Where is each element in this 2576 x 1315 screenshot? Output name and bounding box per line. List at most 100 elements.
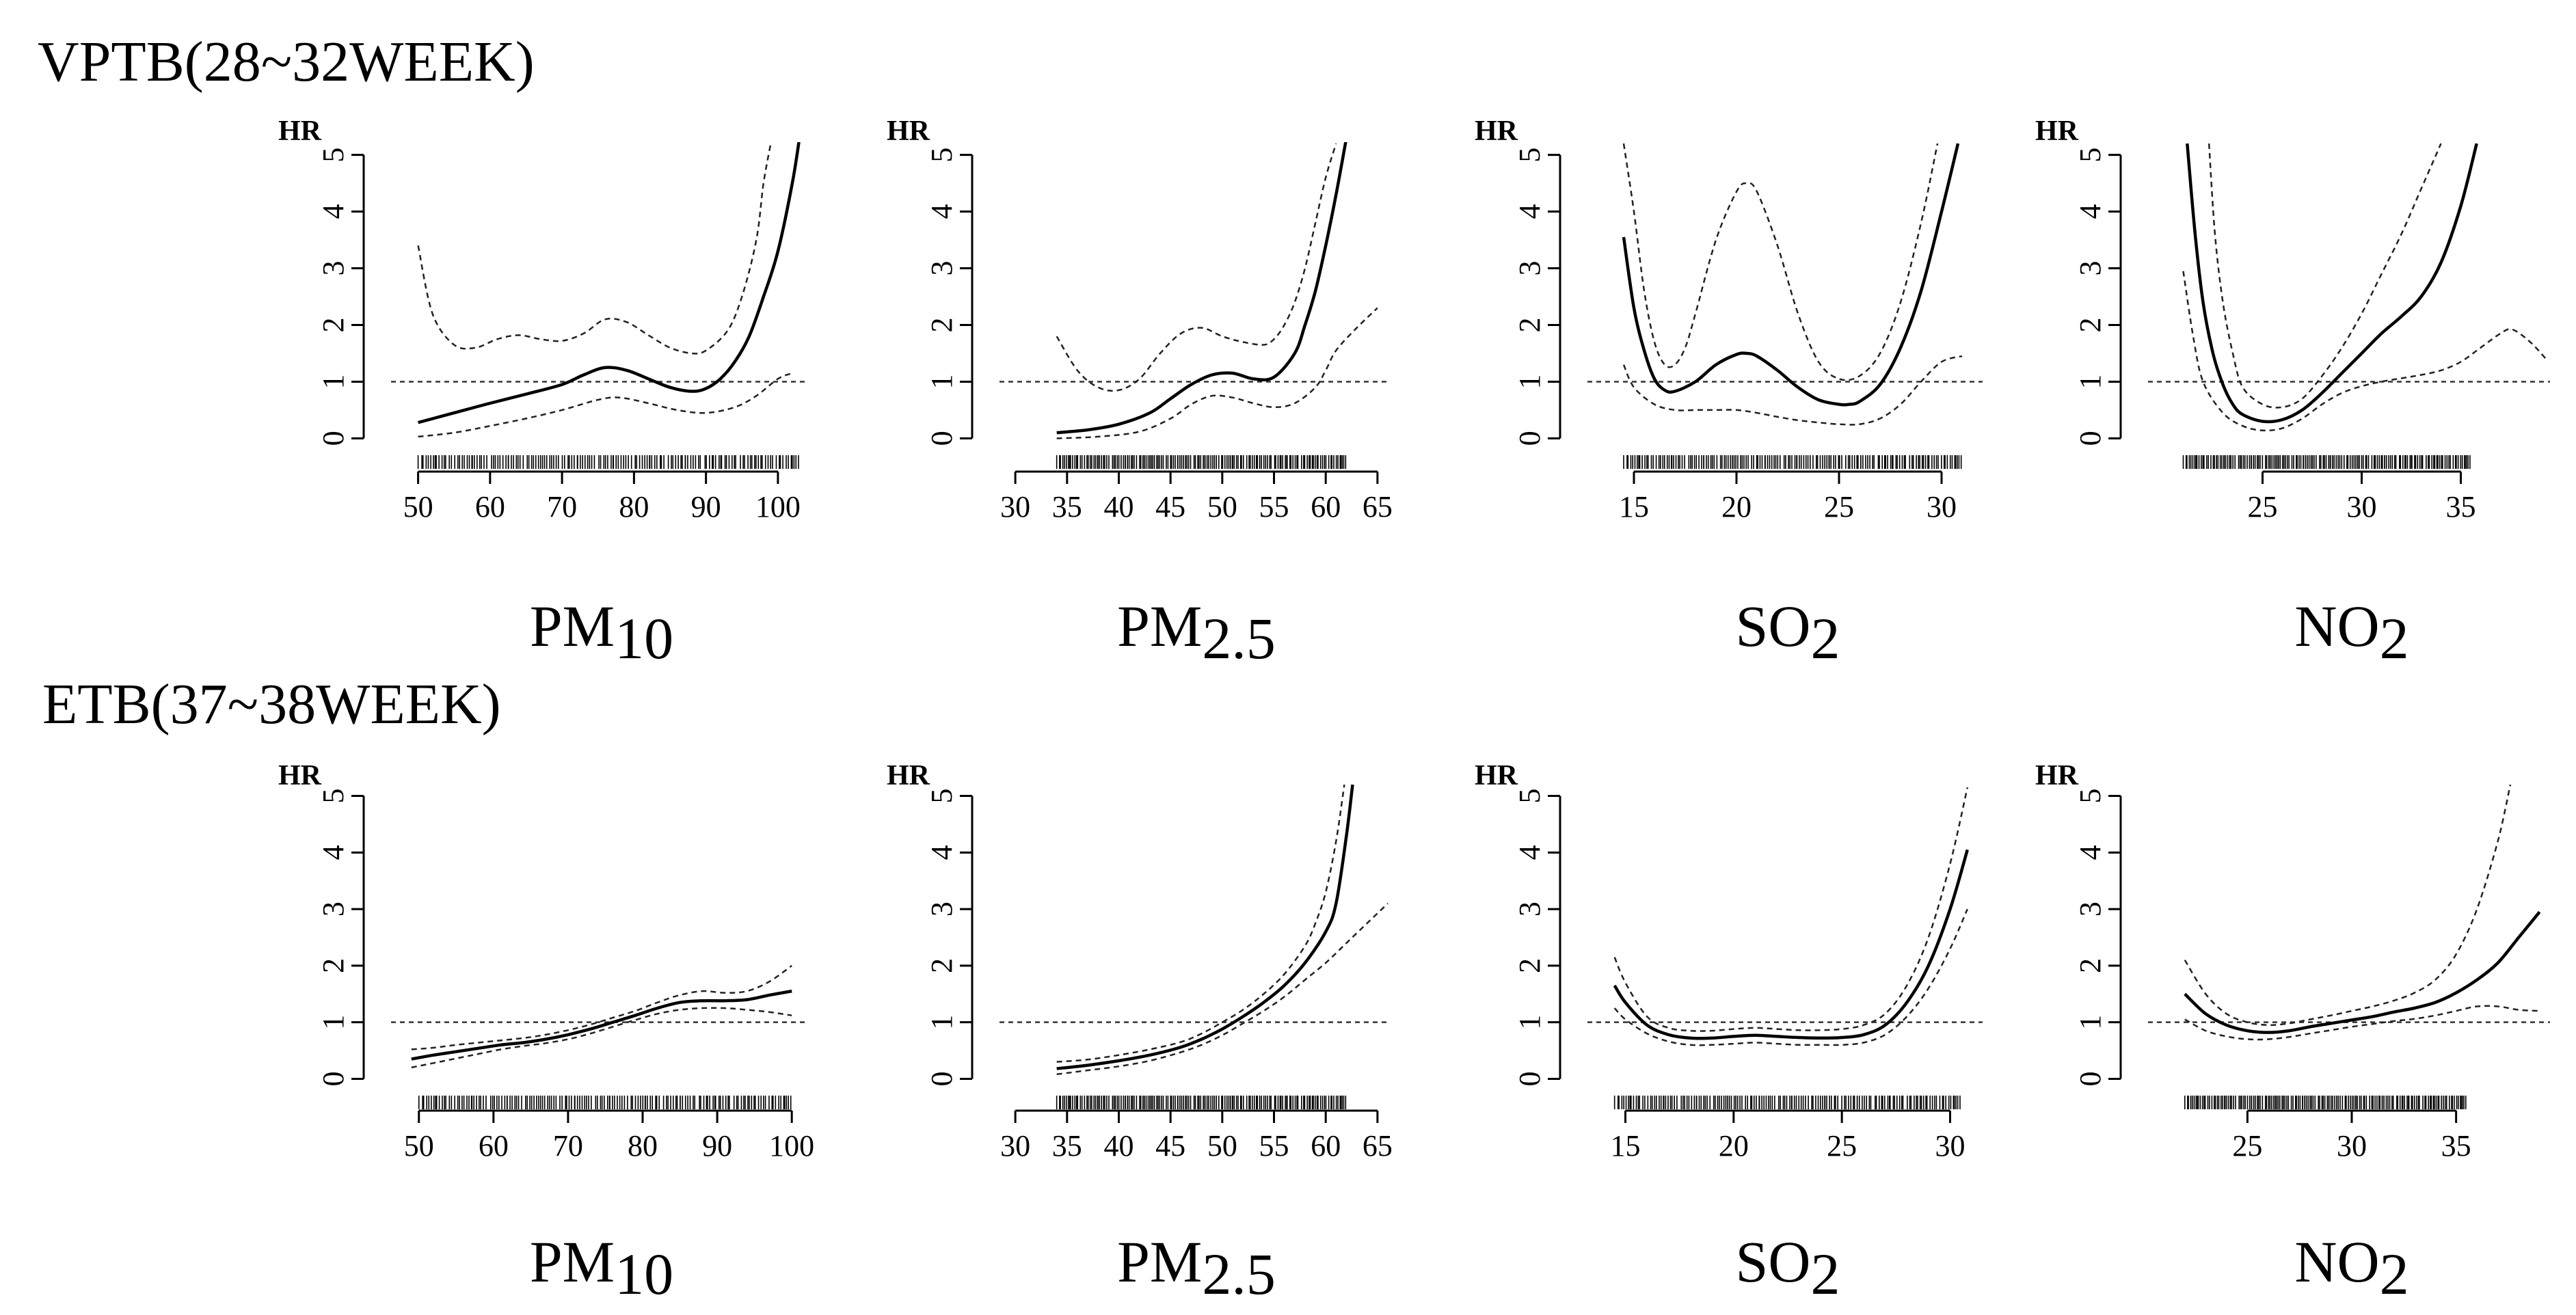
rug-plot xyxy=(417,455,799,469)
y-tick-label: 5 xyxy=(925,148,958,163)
y-tick-label: 0 xyxy=(317,1071,350,1086)
y-tick-label: 0 xyxy=(317,431,350,446)
row-title-vptb: VPTB(28~32WEEK) xyxy=(38,30,535,94)
y-axis-label: HR xyxy=(1475,116,1518,147)
y-tick-label: 4 xyxy=(2074,204,2107,219)
y-tick-label: 1 xyxy=(1513,374,1546,389)
upper-ci-curve xyxy=(1056,143,1337,392)
upper-ci-curve xyxy=(1622,143,1939,381)
y-tick-label: 4 xyxy=(317,204,350,219)
x-tick-label: 20 xyxy=(1721,490,1752,524)
lower-ci-curve xyxy=(1056,902,1388,1076)
x-tick-label: 50 xyxy=(1207,490,1237,524)
x-tick-label: 30 xyxy=(1000,490,1030,524)
x-axis-label-main: PM xyxy=(530,1229,615,1294)
y-tick-label: 4 xyxy=(317,845,350,860)
x-axis-label-subscript: 2.5 xyxy=(1202,606,1276,671)
y-tick-label: 5 xyxy=(1513,789,1546,804)
upper-ci-curve xyxy=(2184,784,2512,1027)
x-tick-label: 50 xyxy=(404,1129,434,1163)
y-tick-label: 5 xyxy=(925,789,958,804)
x-tick-label: 15 xyxy=(1619,490,1649,524)
hr-curve xyxy=(1613,849,1969,1040)
x-tick-label: 15 xyxy=(1611,1129,1641,1163)
x-tick-label: 30 xyxy=(2347,490,2377,524)
y-tick-label: 0 xyxy=(2074,431,2107,446)
x-tick-label: 90 xyxy=(702,1129,732,1163)
x-tick-label: 55 xyxy=(1259,1129,1289,1163)
x-tick-label: 60 xyxy=(1311,490,1341,524)
rug-plot xyxy=(1056,1096,1347,1109)
x-axis-label-subscript: 10 xyxy=(615,1241,673,1307)
lower-ci-curve xyxy=(1613,908,1968,1046)
y-tick-label: 5 xyxy=(1513,148,1546,163)
x-tick-label: 25 xyxy=(2232,1129,2262,1163)
x-tick-label: 60 xyxy=(1311,1129,1341,1163)
x-axis-label: NO2 xyxy=(2294,593,2409,671)
y-tick-label: 4 xyxy=(925,204,958,219)
upper-ci-curve xyxy=(1613,787,1969,1032)
y-tick-label: 1 xyxy=(317,374,350,389)
x-axis-label: PM2.5 xyxy=(1117,1229,1276,1307)
y-tick-label: 3 xyxy=(1513,261,1546,276)
lower-ci-curve xyxy=(1056,307,1378,439)
y-axis-label: HR xyxy=(278,760,322,791)
y-tick-label: 3 xyxy=(1513,901,1546,917)
y-tick-label: 2 xyxy=(925,958,958,973)
rug-plot xyxy=(2184,1096,2467,1109)
x-axis-label-subscript: 2.5 xyxy=(1202,1241,1276,1307)
hr-curve xyxy=(1622,143,1960,407)
lower-ci-curve xyxy=(1622,355,1963,426)
y-tick-label: 0 xyxy=(1513,1071,1546,1086)
y-tick-label: 0 xyxy=(925,1071,958,1086)
x-axis-label-main: NO xyxy=(2294,593,2379,659)
rug-plot xyxy=(1613,1096,1961,1109)
y-tick-label: 3 xyxy=(925,901,958,917)
x-tick-label: 65 xyxy=(1363,1129,1393,1163)
x-axis-label-subscript: 2 xyxy=(2380,606,2409,671)
y-tick-label: 2 xyxy=(317,958,350,973)
y-axis-label: HR xyxy=(887,116,930,147)
hr-curve xyxy=(1056,784,1354,1070)
x-axis-label-main: PM xyxy=(530,593,615,659)
upper-ci-curve xyxy=(411,964,792,1050)
y-tick-label: 1 xyxy=(2074,374,2107,389)
x-tick-label: 70 xyxy=(547,490,577,524)
y-tick-label: 0 xyxy=(925,431,958,446)
x-axis-label: PM10 xyxy=(530,593,673,671)
rug-plot xyxy=(2182,455,2471,469)
y-tick-label: 3 xyxy=(2074,261,2107,276)
lower-ci-curve xyxy=(2184,1005,2540,1041)
rug-plot xyxy=(1056,455,1347,469)
x-tick-label: 30 xyxy=(1927,490,1957,524)
y-tick-label: 2 xyxy=(2074,958,2107,973)
x-tick-label: 100 xyxy=(755,490,801,524)
x-tick-label: 35 xyxy=(2446,490,2476,524)
y-tick-label: 4 xyxy=(925,845,958,860)
upper-ci-curve xyxy=(2208,143,2442,409)
y-axis-label: HR xyxy=(278,116,322,147)
y-tick-label: 1 xyxy=(925,374,958,389)
x-tick-label: 20 xyxy=(1719,1129,1749,1163)
upper-ci-curve xyxy=(1056,784,1345,1063)
y-tick-label: 4 xyxy=(1513,204,1546,219)
y-tick-label: 2 xyxy=(925,317,958,332)
x-tick-label: 30 xyxy=(1000,1129,1030,1163)
y-tick-label: 3 xyxy=(2074,901,2107,917)
rug-plot xyxy=(1623,455,1962,469)
x-axis-label-main: PM xyxy=(1117,593,1202,659)
x-tick-label: 40 xyxy=(1103,1129,1133,1163)
hr-curve xyxy=(418,142,801,424)
y-tick-label: 1 xyxy=(317,1015,350,1030)
panel-r1-c0: 0 1 2 3 4 5HR 50 60 70 80 90 100 PM10 xyxy=(278,760,814,1307)
rug-plot xyxy=(418,1096,792,1109)
y-tick-label: 1 xyxy=(925,1015,958,1030)
x-tick-label: 45 xyxy=(1155,1129,1185,1163)
hr-curve xyxy=(2186,143,2478,424)
x-axis-label-subscript: 2 xyxy=(1810,1241,1840,1307)
